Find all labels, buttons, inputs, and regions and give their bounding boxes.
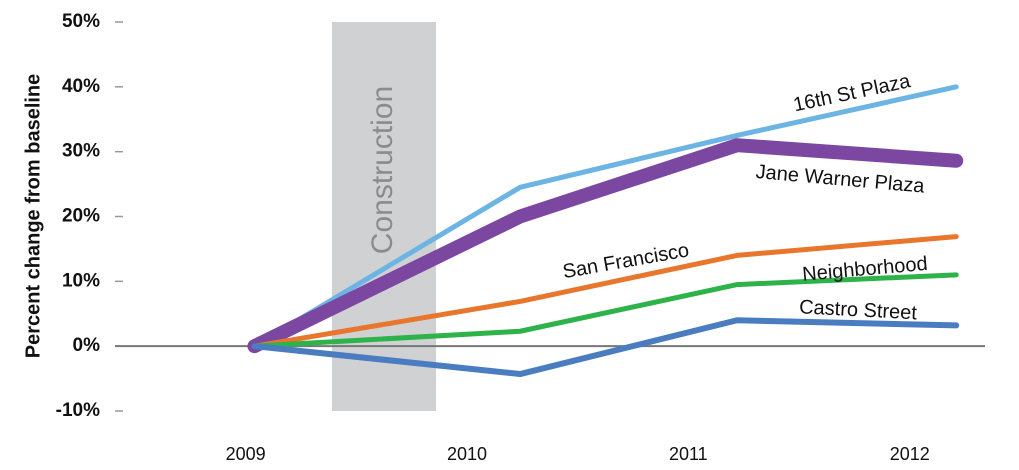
x-tick-label: 2009 [226,444,266,464]
y-tick-label: 40% [62,76,100,97]
series-line [251,317,960,378]
x-tick-label: 2012 [890,444,930,464]
y-tick-label: 50% [62,11,100,32]
y-tick-label: 20% [62,206,100,227]
x-tick-label: 2011 [669,444,708,464]
y-axis-label: Percent change from baseline [22,74,44,359]
series-label: Jane Warner Plaza [755,161,926,198]
series-line [251,84,959,349]
x-tick-label: 2010 [447,444,487,464]
series-line [251,272,959,349]
y-tick-label: 10% [62,270,100,291]
series-line [251,234,959,349]
series-line [247,138,964,354]
y-tick-label: 30% [62,141,100,162]
construction-label: Construction [366,86,399,254]
y-tick-label: 0% [73,335,101,356]
y-tick-label: -10% [56,400,100,421]
